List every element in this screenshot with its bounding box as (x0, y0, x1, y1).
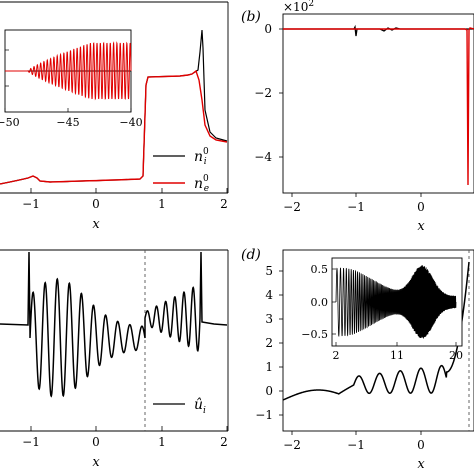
panel-a: −1 0 1 2 x −50 −45 −40 n0 i n0 e (0, 1, 229, 232)
panel-c-tick-label: −1 (22, 435, 40, 449)
panel-c-legend: ûi (153, 397, 206, 416)
panel-a-tick-label: 0 (92, 197, 100, 211)
series-ne0-line (0, 69, 228, 185)
panel-b-y-ticks (279, 28, 283, 158)
panel-d-label: (d) (241, 247, 261, 263)
panel-a-tick-label: −1 (22, 197, 40, 211)
panel-a-inset-tick-label: −50 (0, 116, 20, 129)
panel-d-ytick-label: 1 (265, 360, 273, 374)
panel-a-inset-tick-label: −40 (119, 116, 142, 129)
panel-b: (b) ×102 0 −2 −4 −2 −1 0 x (241, 0, 474, 234)
panel-c-xlabel: x (92, 455, 100, 470)
panel-c-uhat-line (0, 251, 228, 398)
panel-b-ytick-label: 0 (264, 22, 272, 36)
panel-d-inset-xtick-label: 11 (390, 349, 404, 362)
panel-d-inset-xtick-label: 20 (449, 349, 463, 362)
panel-d: (d) 5 4 3 2 1 0 −1 −2 −1 0 x (241, 247, 474, 472)
panel-d-ytick-label: 2 (265, 336, 273, 350)
panel-a-tick-label: 2 (220, 197, 228, 211)
panel-c: −1 0 1 2 x ûi (0, 249, 229, 470)
panel-d-inset-ytick-label: 0.5 (311, 263, 329, 276)
panel-b-label: (b) (241, 9, 261, 25)
panel-b-xlabel: x (417, 219, 425, 234)
panel-a-inset: −50 −45 −40 (0, 29, 143, 129)
panel-d-x-ticks (291, 431, 422, 435)
panel-c-x-ticks (30, 426, 228, 431)
panel-d-main-line (282, 261, 470, 401)
panel-b-xtick-label: −1 (347, 200, 365, 214)
panel-d-axes-frame (282, 249, 474, 432)
panel-b-offset-text: ×102 (283, 0, 314, 14)
panel-d-inset-xtick-label: 2 (333, 349, 340, 362)
panel-d-xtick-label: 0 (417, 438, 425, 452)
legend-label-uhat: ûi (194, 397, 206, 416)
panel-d-xtick-label: −2 (283, 438, 301, 452)
panel-d-xlabel: x (417, 457, 425, 472)
panel-b-red-line (283, 27, 474, 186)
legend-label-ne0: n0 e (194, 174, 209, 194)
panel-a-legend: n0 i n0 e (153, 147, 209, 194)
panel-c-tick-label: 1 (158, 435, 166, 449)
panel-b-xtick-label: 0 (417, 200, 425, 214)
panel-b-axes-frame (282, 13, 474, 194)
panel-d-inset-ytick-label: −0.5 (301, 328, 328, 341)
panel-b-ytick-label: −4 (254, 150, 272, 164)
panel-d-ytick-label: 4 (265, 288, 273, 302)
panel-a-inset-tick-label: −45 (56, 116, 79, 129)
panel-b-x-ticks (291, 193, 422, 197)
inset-ne0-oscillation (5, 41, 132, 101)
panel-d-y-ticks (279, 270, 283, 416)
panel-d-inset-ytick-label: 0.0 (311, 296, 329, 309)
panel-a-x-ticks (30, 188, 228, 193)
panel-b-xtick-label: −2 (283, 200, 301, 214)
panel-d-ytick-label: 3 (265, 312, 273, 326)
panel-a-xlabel: x (92, 217, 100, 232)
panel-d-inset: 0.5 0.0 −0.5 2 11 20 (301, 257, 463, 362)
panel-b-ytick-label: −2 (254, 86, 272, 100)
legend-label-ni0: n0 i (194, 147, 209, 167)
panel-d-ytick-label: 0 (265, 384, 273, 398)
panel-a-tick-label: 1 (158, 197, 166, 211)
panel-c-tick-label: 2 (220, 435, 228, 449)
panel-d-ytick-label: 5 (265, 264, 273, 278)
panel-d-inset-signal (335, 265, 457, 339)
panel-c-tick-label: 0 (92, 435, 100, 449)
panel-d-ytick-label: −1 (255, 408, 273, 422)
panel-d-xtick-label: −1 (347, 438, 365, 452)
